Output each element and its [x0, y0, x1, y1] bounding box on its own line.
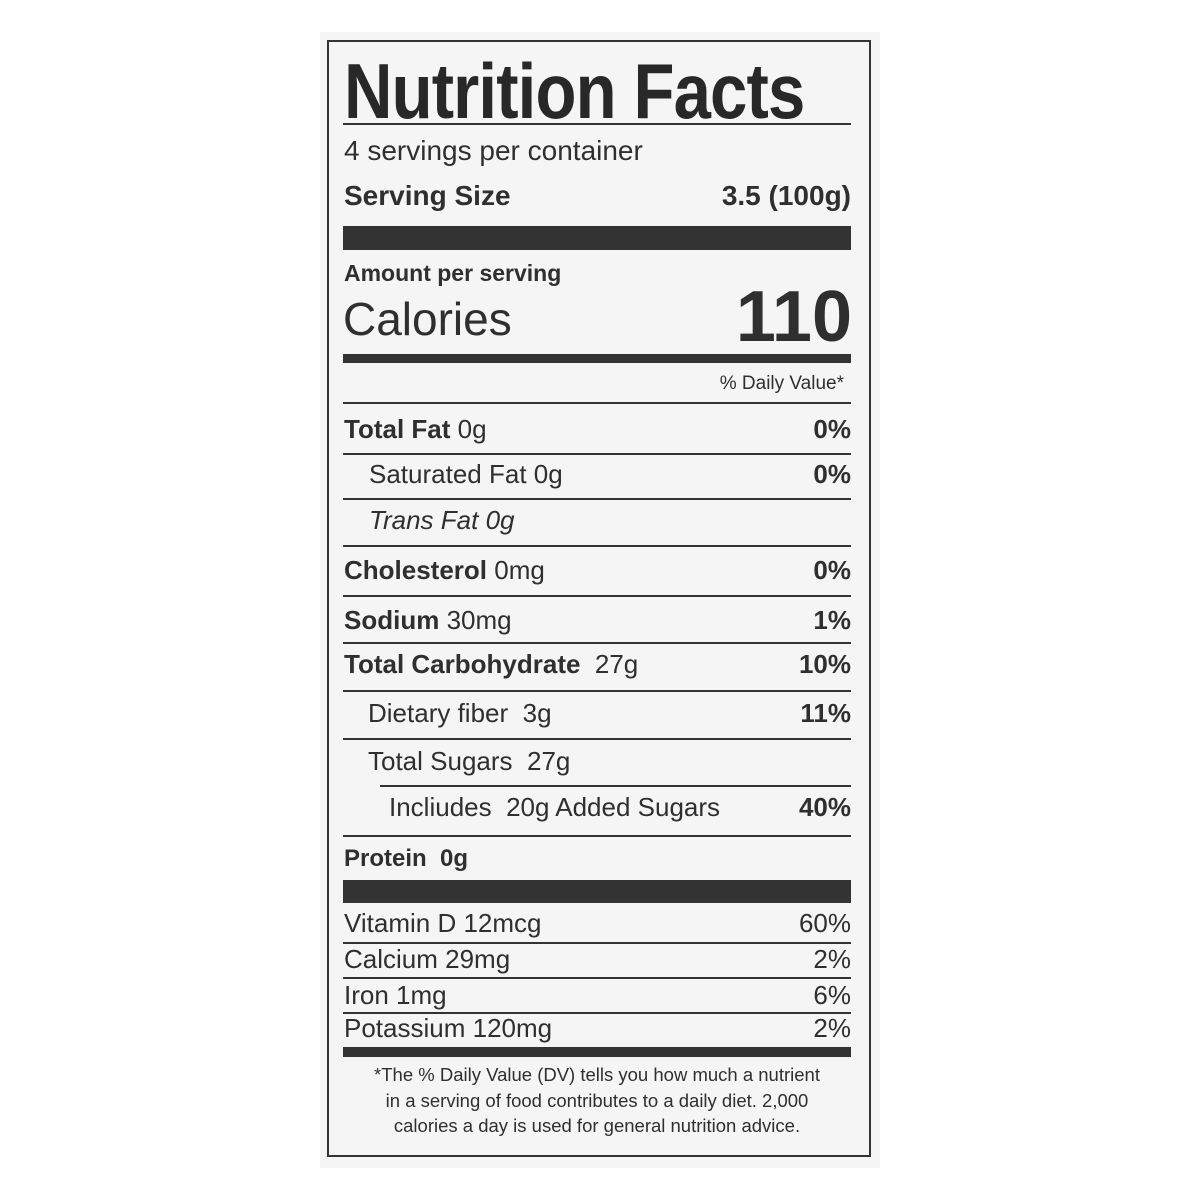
divider	[343, 835, 851, 837]
divider	[343, 595, 851, 597]
footnote: *The % Daily Value (DV) tells you how mu…	[343, 1062, 851, 1139]
nutrient-name: Incliudes	[389, 792, 492, 822]
medium-divider	[343, 354, 851, 363]
label-title: Nutrition Facts	[344, 47, 805, 135]
vitamin-name: Vitamin D 12mcg	[344, 908, 542, 938]
divider	[343, 498, 851, 500]
nutrient-amount: 30mg	[446, 605, 512, 635]
nutrient-amount: 20g Added Sugars	[506, 792, 721, 822]
nutrient-name: Cholesterol	[344, 555, 488, 585]
vitamin-dv: 6%	[813, 980, 851, 1010]
vitamin-dv: 60%	[798, 908, 851, 938]
nutrition-label-border	[327, 40, 871, 1157]
nutrient-name: Total Fat	[344, 414, 451, 444]
footnote-line: *The % Daily Value (DV) tells you how mu…	[374, 1064, 820, 1085]
nutrient-row-cholesterol: Cholesterol 0mg 0%	[344, 555, 851, 586]
nutrient-name: Dietary fiber	[368, 698, 509, 728]
servings-per-container: 4 servings per container	[344, 135, 643, 166]
nutrient-dv: 10%	[798, 649, 851, 679]
thick-divider	[343, 226, 851, 250]
nutrient-row-trans-fat: Trans Fat 0g	[344, 505, 851, 536]
vitamin-row: Potassium 120mg 2%	[344, 1013, 851, 1044]
nutrient-dv: 0%	[813, 459, 851, 489]
divider	[380, 785, 851, 787]
divider	[343, 642, 851, 644]
divider	[343, 402, 851, 404]
thick-divider	[343, 880, 851, 903]
nutrient-dv: 0%	[813, 555, 851, 585]
nutrient-dv: 40%	[798, 792, 851, 822]
nutrient-amount: 0g	[533, 459, 563, 489]
vitamin-dv: 2%	[813, 944, 851, 974]
divider	[343, 942, 851, 944]
nutrient-amount: 0g	[440, 845, 469, 872]
calories-value: 110	[735, 277, 852, 357]
nutrient-dv: 1%	[813, 605, 851, 635]
vitamin-row: Vitamin D 12mcg 60%	[344, 908, 851, 939]
nutrient-row-total-fat: Total Fat 0g 0%	[344, 414, 851, 445]
nutrient-name: Protein	[344, 845, 427, 872]
nutrient-row-total-carbohydrate: Total Carbohydrate 27g 10%	[344, 649, 851, 680]
nutrient-row-dietary-fiber: Dietary fiber 3g 11%	[344, 698, 851, 729]
nutrient-name: Trans Fat	[369, 505, 479, 535]
nutrient-row-added-sugars: Incliudes 20g Added Sugars 40%	[344, 792, 851, 823]
nutrient-dv: 0%	[813, 414, 851, 444]
vitamin-row: Calcium 29mg 2%	[344, 944, 851, 975]
divider	[343, 123, 851, 125]
vitamin-row: Iron 1mg 6%	[344, 980, 851, 1011]
nutrient-name: Total Carbohydrate	[344, 649, 581, 679]
serving-size-label: Serving Size	[344, 180, 511, 211]
vitamin-name: Iron 1mg	[344, 980, 447, 1010]
daily-value-header: % Daily Value*	[719, 373, 844, 394]
nutrient-amount: 0g	[457, 414, 487, 444]
nutrient-amount: 0mg	[494, 555, 545, 585]
medium-divider	[343, 1047, 851, 1057]
calories-label: Calories	[343, 293, 512, 345]
nutrient-amount: 3g	[522, 698, 552, 728]
nutrient-row-total-sugars: Total Sugars 27g	[344, 746, 851, 777]
footnote-line: in a serving of food contributes to a da…	[385, 1089, 809, 1111]
footnote-line: calories a day is used for general nutri…	[393, 1115, 801, 1136]
divider	[343, 977, 851, 979]
nutrient-row-protein: Protein 0g	[344, 845, 851, 873]
amount-per-serving: Amount per serving	[344, 260, 562, 286]
divider	[343, 1012, 851, 1014]
nutrient-row-sodium: Sodium 30mg 1%	[344, 605, 851, 636]
serving-size-row: Serving Size 3.5 (100g)	[344, 180, 851, 212]
nutrient-amount: 27g	[594, 649, 639, 679]
vitamin-name: Potassium 120mg	[344, 1013, 553, 1043]
nutrient-name: Total Sugars	[368, 746, 513, 776]
divider	[343, 453, 851, 455]
nutrient-name: Saturated Fat	[369, 459, 527, 489]
vitamin-dv: 2%	[813, 1013, 851, 1043]
nutrient-amount: 0g	[485, 505, 515, 535]
serving-size-value: 3.5 (100g)	[721, 180, 851, 211]
nutrient-row-saturated-fat: Saturated Fat 0g 0%	[344, 459, 851, 490]
divider	[343, 690, 851, 692]
nutrient-dv: 11%	[800, 698, 851, 728]
nutrient-amount: 27g	[526, 746, 571, 776]
divider	[343, 545, 851, 547]
nutrient-name: Sodium	[344, 605, 440, 635]
divider	[343, 738, 851, 740]
vitamin-name: Calcium 29mg	[344, 944, 511, 974]
